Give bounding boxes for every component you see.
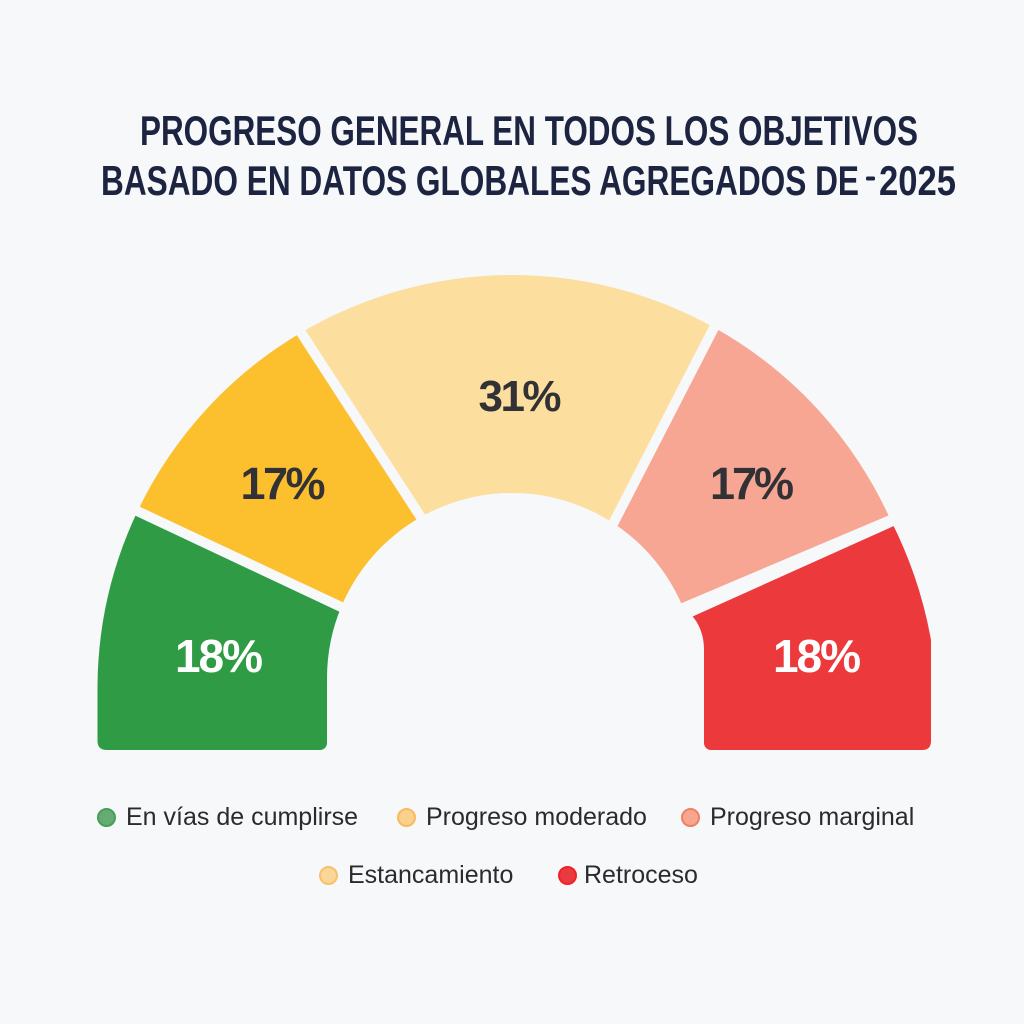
svg-text:2025: 2025 — [879, 157, 956, 204]
svg-text:31%: 31% — [479, 372, 562, 421]
svg-text:17%: 17% — [710, 458, 794, 509]
svg-text:PROGRESO GENERAL EN TODOS LOS: PROGRESO GENERAL EN TODOS LOS OBJETIVOS — [140, 107, 918, 154]
svg-text:BASADO EN DATOS GLOBALES AGREG: BASADO EN DATOS GLOBALES AGREGADOS DE — [101, 157, 859, 204]
svg-text:18%: 18% — [773, 630, 861, 682]
svg-text:18%: 18% — [175, 630, 263, 682]
svg-text:17%: 17% — [241, 458, 326, 509]
